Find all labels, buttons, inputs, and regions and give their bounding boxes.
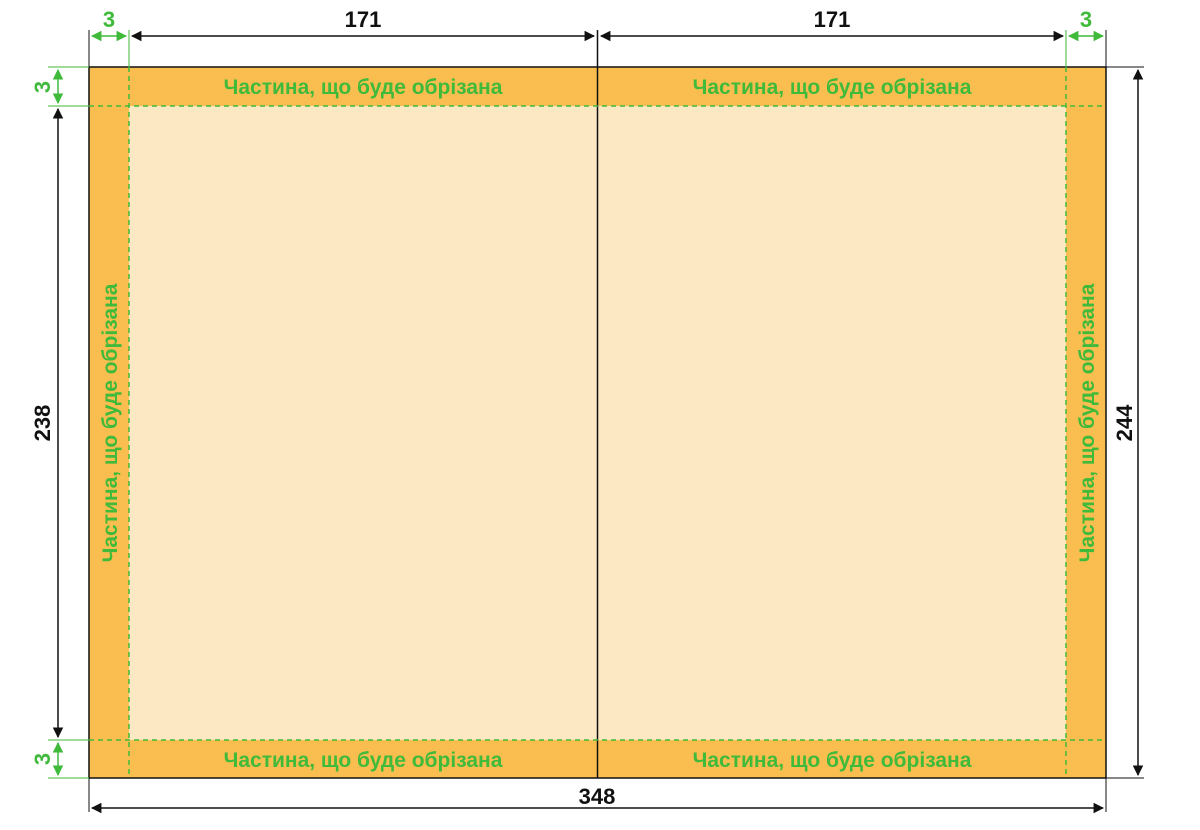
dim-total-width: 348 bbox=[579, 784, 616, 809]
trim-label-top-left: Частина, що буде обрізана bbox=[224, 76, 503, 99]
trim-label-bottom-right: Частина, що буде обрізана bbox=[693, 749, 972, 772]
dim-right-page-width: 171 bbox=[814, 7, 851, 32]
dim-right-bleed: 3 bbox=[1080, 7, 1092, 32]
dim-total-height: 244 bbox=[1112, 404, 1137, 441]
dim-left-bleed: 3 bbox=[103, 7, 115, 32]
trim-label-bottom-left: Частина, що буде обрізана bbox=[224, 749, 503, 772]
trim-label-left-side: Частина, що буде обрізана bbox=[99, 283, 122, 562]
trim-label-top-right: Частина, що буде обрізана bbox=[693, 76, 972, 99]
trim-label-right-side: Частина, що буде обрізана bbox=[1076, 283, 1099, 562]
dim-left-page-width: 171 bbox=[345, 7, 382, 32]
dim-top-bleed: 3 bbox=[30, 81, 55, 93]
dim-bottom-bleed: 3 bbox=[30, 753, 55, 765]
dim-trim-height: 238 bbox=[30, 405, 55, 442]
